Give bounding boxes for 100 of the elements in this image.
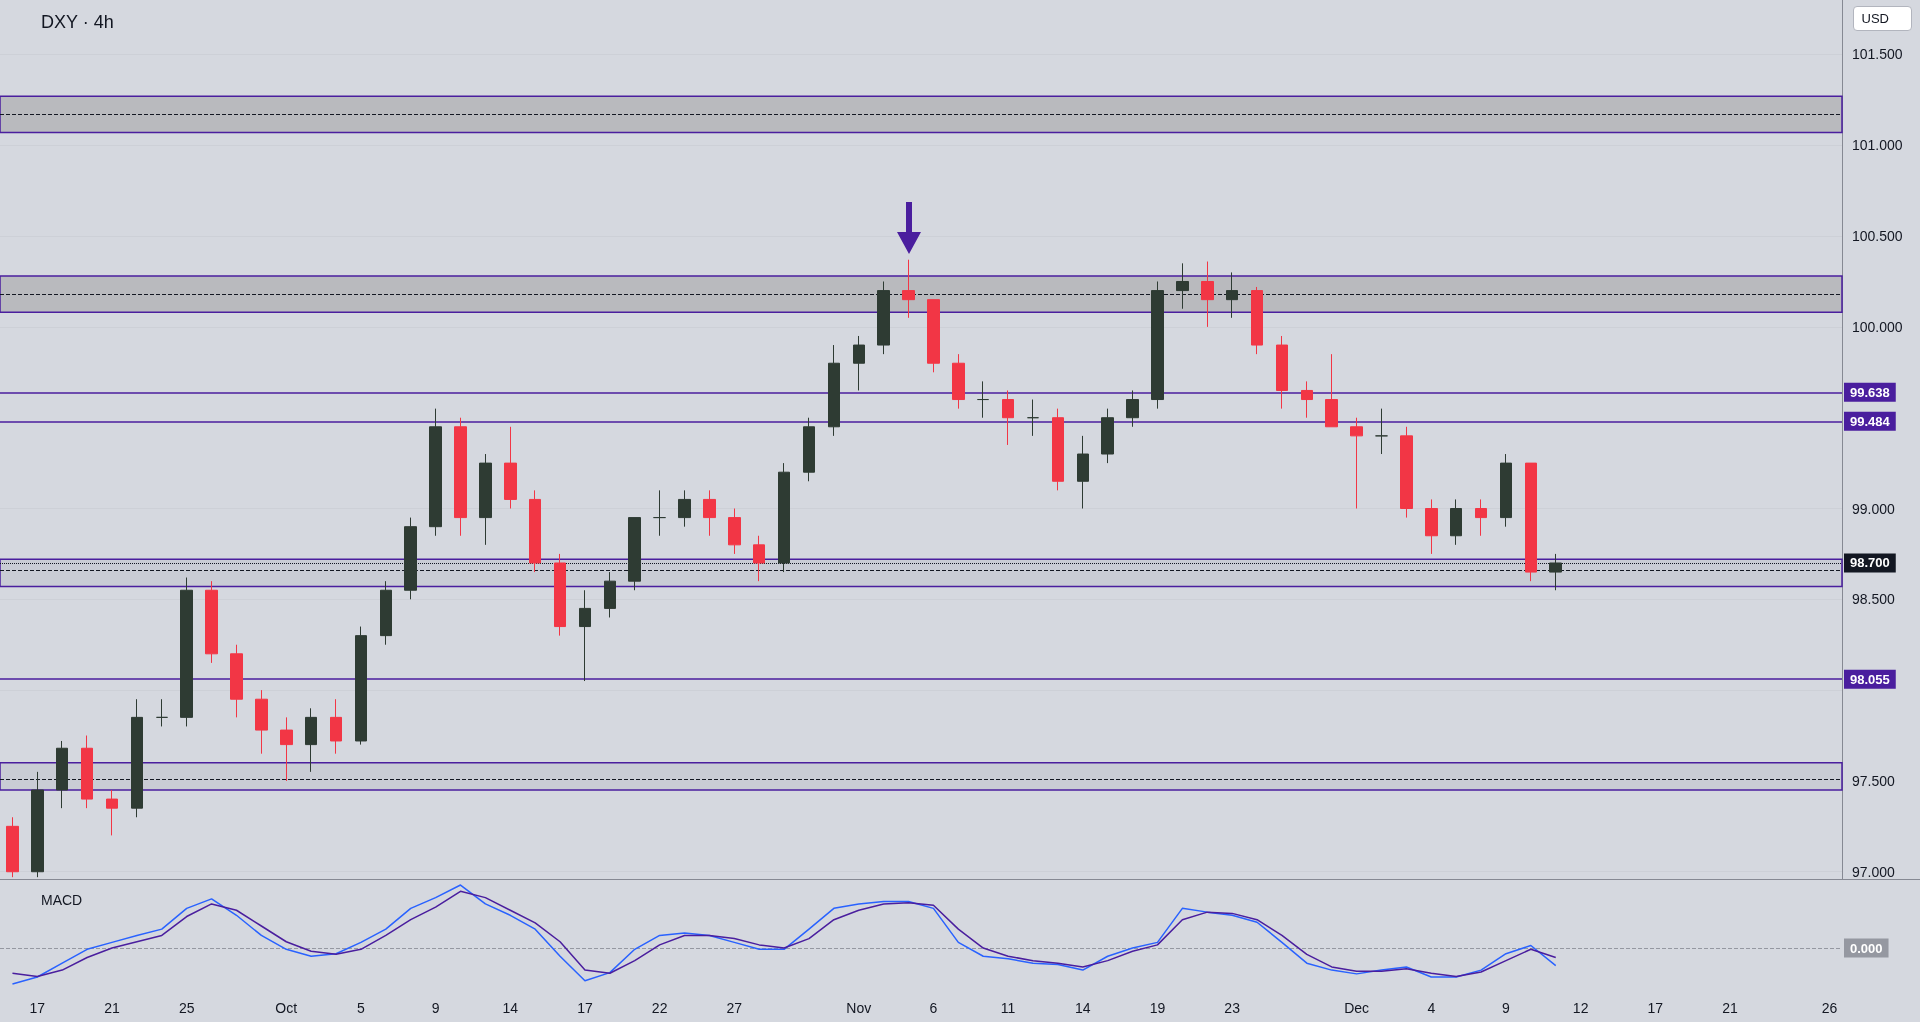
- candlestick: [205, 580, 218, 664]
- x-tick-label: 9: [431, 1000, 440, 1016]
- candlestick: [1226, 271, 1238, 319]
- candlestick: [529, 489, 541, 573]
- y-tick-label: 97.500: [1852, 772, 1896, 789]
- x-tick-label: 6: [929, 1000, 938, 1016]
- candlestick: [1151, 281, 1164, 410]
- candlestick: [504, 426, 517, 510]
- candlestick: [1325, 353, 1338, 428]
- candlestick: [479, 453, 492, 546]
- x-tick-label: 27: [726, 1000, 743, 1016]
- x-tick-label: Dec: [1344, 1000, 1370, 1016]
- ref-line-label: 0.000: [1850, 940, 1883, 956]
- candlestick: [255, 689, 268, 755]
- candlestick: [927, 299, 940, 373]
- candlestick: [1251, 286, 1263, 355]
- candlestick: [853, 335, 865, 391]
- candlestick: [1077, 435, 1089, 510]
- text: MACD: [41, 892, 83, 908]
- candlestick: [753, 535, 765, 582]
- candlestick: [380, 580, 392, 646]
- ref-line-label: 98.700: [1850, 555, 1890, 571]
- candlestick: [703, 489, 716, 537]
- candlestick: [305, 707, 317, 773]
- x-tick-label: 11: [1000, 1000, 1016, 1016]
- ref-line-label: 98.055: [1850, 671, 1890, 687]
- candlestick: [877, 281, 890, 355]
- candlestick: [1475, 498, 1487, 537]
- x-tick-label: 17: [577, 1000, 593, 1016]
- candlestick: [81, 735, 93, 809]
- candlestick: [977, 380, 989, 419]
- y-tick-label: 98.500: [1852, 591, 1896, 608]
- candlestick: [230, 644, 243, 718]
- candlestick: [1176, 262, 1189, 310]
- candlestick: [1525, 462, 1537, 582]
- candlestick: [180, 577, 193, 727]
- x-tick-label: 17: [29, 1000, 46, 1016]
- candlestick: [1052, 408, 1064, 491]
- y-tick-label: 101.000: [1852, 137, 1903, 154]
- candlestick: [1126, 389, 1139, 428]
- candlestick: [1002, 389, 1014, 446]
- candlestick: [1500, 453, 1512, 528]
- y-tick-label: 101.500: [1852, 46, 1903, 63]
- y-tick-label: 100.000: [1852, 318, 1903, 335]
- candlestick: [678, 489, 691, 528]
- candlestick: [1201, 261, 1214, 328]
- candlestick: [1027, 399, 1039, 437]
- x-tick-label: 17: [1647, 1000, 1664, 1016]
- x-tick-label: 26: [1821, 1000, 1838, 1016]
- y-tick-label: 97.000: [1852, 863, 1896, 880]
- candlestick: [778, 462, 790, 573]
- candlestick: [1400, 426, 1413, 519]
- x-tick-label: Nov: [846, 1000, 872, 1016]
- candlestick: [604, 571, 616, 618]
- candlestick: [653, 489, 666, 537]
- candlestick: [106, 789, 118, 836]
- x-tick-label: Oct: [275, 1000, 298, 1016]
- candlestick: [156, 698, 168, 727]
- x-tick-label: 12: [1572, 1000, 1589, 1016]
- y-tick-label: 99.000: [1852, 500, 1896, 517]
- candlestick: [902, 259, 915, 319]
- x-tick-label: 4: [1427, 1000, 1436, 1016]
- candlestick: [1375, 408, 1388, 455]
- candlestick: [454, 417, 467, 537]
- x-tick-label: 25: [178, 1000, 195, 1016]
- candlestick: [355, 626, 367, 746]
- ref-line-label: 99.638: [1850, 384, 1890, 400]
- candlestick: [131, 698, 143, 818]
- candlestick: [6, 816, 19, 878]
- x-tick-label: 23: [1224, 1000, 1241, 1016]
- candlestick: [1101, 408, 1114, 464]
- x-tick-label: 5: [357, 1000, 366, 1016]
- candlestick: [1549, 553, 1562, 591]
- text: USD: [1852, 6, 1912, 31]
- candlestick: [628, 517, 641, 591]
- x-tick-label: 9: [1502, 1000, 1511, 1016]
- candlestick: [1425, 498, 1438, 555]
- text: DXY · 4h: [41, 12, 114, 32]
- candlestick: [404, 517, 417, 600]
- candlestick: [728, 508, 741, 555]
- candlestick: [56, 740, 68, 809]
- x-tick-label: 14: [502, 1000, 519, 1016]
- candlestick: [330, 698, 342, 755]
- candlestick: [828, 344, 840, 437]
- x-tick-label: 19: [1149, 1000, 1166, 1016]
- candlestick: [579, 589, 591, 682]
- candlestick: [952, 353, 965, 410]
- y-tick-label: 100.500: [1852, 228, 1903, 245]
- candlestick: [1350, 417, 1363, 510]
- candlestick: [31, 771, 44, 878]
- candlestick: [1276, 335, 1288, 410]
- candlestick: [280, 716, 293, 782]
- ref-line-label: 99.484: [1850, 413, 1891, 429]
- x-tick-label: 14: [1075, 1000, 1091, 1016]
- candlestick: [1301, 380, 1313, 419]
- candlestick: [1450, 498, 1462, 546]
- candlestick: [554, 553, 566, 637]
- candlestick: [803, 417, 815, 482]
- x-tick-label: 22: [651, 1000, 668, 1016]
- x-tick-label: 21: [1722, 1000, 1738, 1016]
